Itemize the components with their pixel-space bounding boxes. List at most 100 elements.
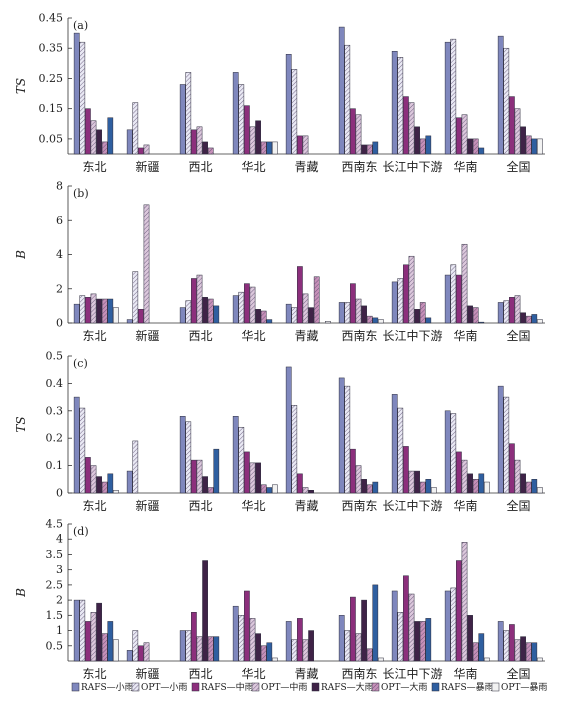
y-tick-label: 1 [56, 624, 63, 637]
chart-panel: 0.05 0.15 0.25 0.35 0.45 TS (a) 东北 新疆 西北 华北 青藏 西南东 长江… [14, 12, 545, 174]
bar [478, 473, 485, 494]
bar [456, 274, 462, 324]
bar [297, 266, 303, 324]
bar-hatch [461, 114, 468, 154]
x-tick-label: 华北 [241, 499, 265, 513]
bar-hatch [355, 633, 362, 661]
y-tick-label: 3 [56, 563, 63, 576]
bar-hatch [526, 642, 532, 661]
bar [531, 479, 538, 494]
bar [297, 473, 303, 494]
bar [372, 584, 379, 662]
x-tick-label: 全国 [506, 159, 530, 174]
x-tick-label: 华北 [241, 667, 265, 681]
bar [537, 138, 543, 155]
bar-hatch [208, 487, 214, 493]
bar [509, 297, 515, 324]
bar-hatch [102, 482, 108, 493]
bar [73, 599, 80, 662]
bar-hatch [238, 427, 244, 493]
bar [497, 385, 504, 494]
panel-label: (b) [73, 187, 89, 200]
bar-hatch [185, 72, 191, 154]
bar-hatch [461, 244, 468, 323]
bar [484, 481, 490, 494]
bar [456, 117, 462, 155]
bar [255, 309, 261, 324]
panel-label: (a) [73, 19, 88, 32]
bar-hatch [291, 69, 297, 154]
bar-hatch [397, 612, 403, 661]
bar [537, 319, 543, 324]
bar-hatch [196, 636, 203, 661]
bar-hatch [450, 587, 456, 661]
bar [191, 129, 197, 155]
legend-label: RAFS—大雨 [321, 681, 374, 693]
bar [96, 476, 102, 494]
bar-hatch [503, 397, 509, 493]
bar [213, 305, 220, 324]
bar [285, 621, 292, 662]
bar [414, 126, 420, 155]
bar-hatch [90, 120, 97, 154]
bar [361, 305, 367, 324]
x-tick-label: 青藏 [294, 329, 318, 343]
bar [520, 126, 526, 155]
panel-label: (c) [73, 357, 88, 370]
bar [308, 630, 314, 662]
legend-label: OPT—暴雨 [501, 682, 547, 693]
legend-swatch [191, 682, 200, 692]
bar-hatch [314, 276, 320, 323]
bar-hatch [367, 484, 373, 493]
bar [425, 479, 432, 494]
bar-hatch [367, 144, 373, 154]
bar [444, 41, 451, 155]
bar-hatch [261, 141, 267, 154]
bar [179, 416, 186, 494]
bar [467, 615, 473, 662]
legend-swatch-hatch [132, 683, 139, 691]
x-tick-label: 长江中下游 [382, 159, 442, 174]
bar [531, 642, 538, 662]
x-tick-label: 东北 [82, 667, 106, 681]
chart-panel: 0 0.1 0.2 0.3 0.4 0.5 TS (c) 东北 新疆 西北 华北 青藏 西南东 长江中下游华… [14, 350, 545, 513]
bar [138, 309, 144, 324]
bar [378, 657, 384, 662]
bar-hatch [79, 600, 85, 661]
bar [191, 459, 197, 494]
bar [202, 476, 208, 494]
bar [266, 642, 273, 662]
bar-hatch [208, 147, 214, 154]
bar [179, 307, 186, 324]
bar-hatch [102, 633, 108, 661]
x-tick-label: 长江中下游 [382, 328, 442, 343]
bar [350, 283, 356, 324]
bar-hatch [503, 300, 509, 323]
bar [138, 147, 144, 155]
bar-hatch [473, 642, 479, 661]
bar [361, 599, 367, 662]
bar-hatch [461, 460, 468, 493]
bar-hatch [344, 302, 350, 323]
bar-hatch [185, 421, 191, 493]
y-tick-label: 0.3 [46, 404, 64, 417]
bar [467, 473, 473, 494]
bar-hatch [302, 639, 309, 661]
bar [107, 473, 114, 494]
bar [509, 624, 515, 662]
x-tick-label: 全国 [506, 666, 530, 681]
bar [285, 366, 292, 494]
bar-hatch [238, 292, 244, 323]
bar [531, 314, 538, 324]
bar-hatch [367, 648, 373, 661]
bar-hatch [90, 293, 97, 323]
bar [126, 470, 133, 494]
bar [244, 283, 250, 324]
bar [96, 602, 102, 662]
bar [232, 416, 239, 494]
bar [126, 319, 133, 324]
y-tick-label: 0.05 [39, 132, 64, 145]
bar [403, 96, 409, 155]
x-tick-label: 长江中下游 [382, 498, 442, 513]
bar [444, 274, 451, 324]
